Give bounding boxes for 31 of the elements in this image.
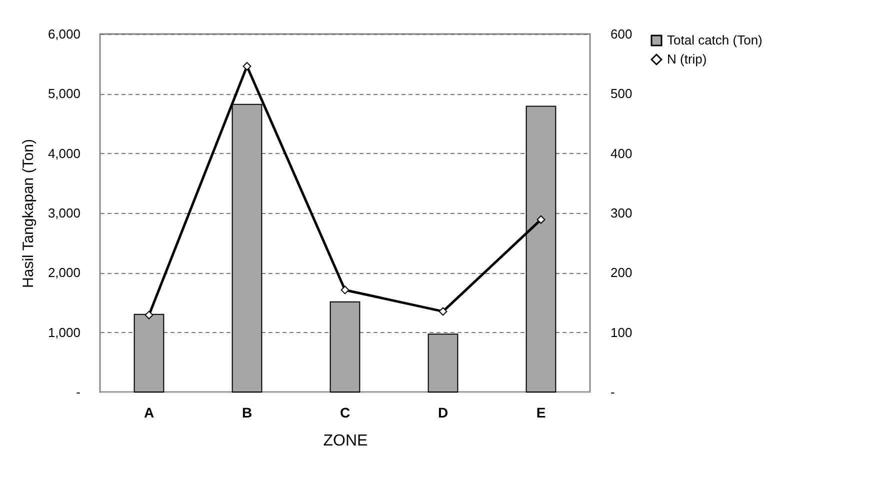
point	[438, 307, 448, 316]
y-tick-label: 5,000	[48, 86, 80, 102]
y-tick-label: 1,000	[48, 324, 80, 340]
point	[144, 310, 154, 320]
x-tick-label: D	[438, 404, 448, 420]
y2-tick-label: 600	[610, 26, 632, 42]
y-tick-label: 3,000	[48, 206, 80, 220]
bar	[330, 301, 360, 392]
x-axis-title: ZONE	[323, 432, 368, 450]
point	[242, 62, 252, 70]
y-tick-label: 4,000	[48, 146, 80, 161]
legend-label: N (trip)	[667, 52, 707, 66]
x-tick-label: B	[242, 404, 252, 420]
y2-tick-label: 400	[610, 146, 632, 161]
bar	[134, 314, 164, 392]
point	[340, 286, 350, 294]
y-tick-label: -	[76, 384, 80, 400]
y2-tick-label: 300	[610, 206, 632, 220]
y-tick-label: 6,000	[48, 26, 80, 42]
x-tick-label: E	[536, 404, 546, 420]
x-tick-label: A	[144, 404, 154, 420]
y2-tick-label: 200	[610, 265, 632, 280]
y-axis-title: Hasil Tangkapan (Ton)	[20, 139, 37, 288]
bar	[428, 334, 458, 392]
y2-tick-label: 500	[610, 86, 632, 102]
legend-label: Total catch (Ton)	[667, 32, 762, 48]
point	[536, 215, 546, 224]
y2-tick-label: -	[610, 384, 615, 400]
x-tick-label: C	[340, 404, 350, 420]
y-tick-label: 2,000	[48, 265, 80, 280]
y2-tick-label: 100	[610, 324, 632, 340]
